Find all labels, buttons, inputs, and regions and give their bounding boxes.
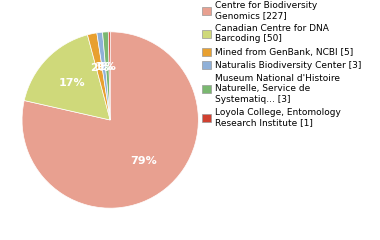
Wedge shape [97, 32, 110, 120]
Text: 1%: 1% [95, 62, 113, 72]
Legend: Centre for Biodiversity
Genomics [227], Canadian Centre for DNA
Barcoding [50], : Centre for Biodiversity Genomics [227], … [201, 0, 363, 128]
Text: 17%: 17% [59, 78, 86, 88]
Text: 2%: 2% [90, 63, 109, 73]
Wedge shape [87, 33, 110, 120]
Wedge shape [22, 32, 198, 208]
Text: 79%: 79% [130, 156, 157, 166]
Wedge shape [24, 35, 110, 120]
Wedge shape [103, 32, 110, 120]
Wedge shape [108, 32, 110, 120]
Text: 1%: 1% [98, 62, 117, 72]
